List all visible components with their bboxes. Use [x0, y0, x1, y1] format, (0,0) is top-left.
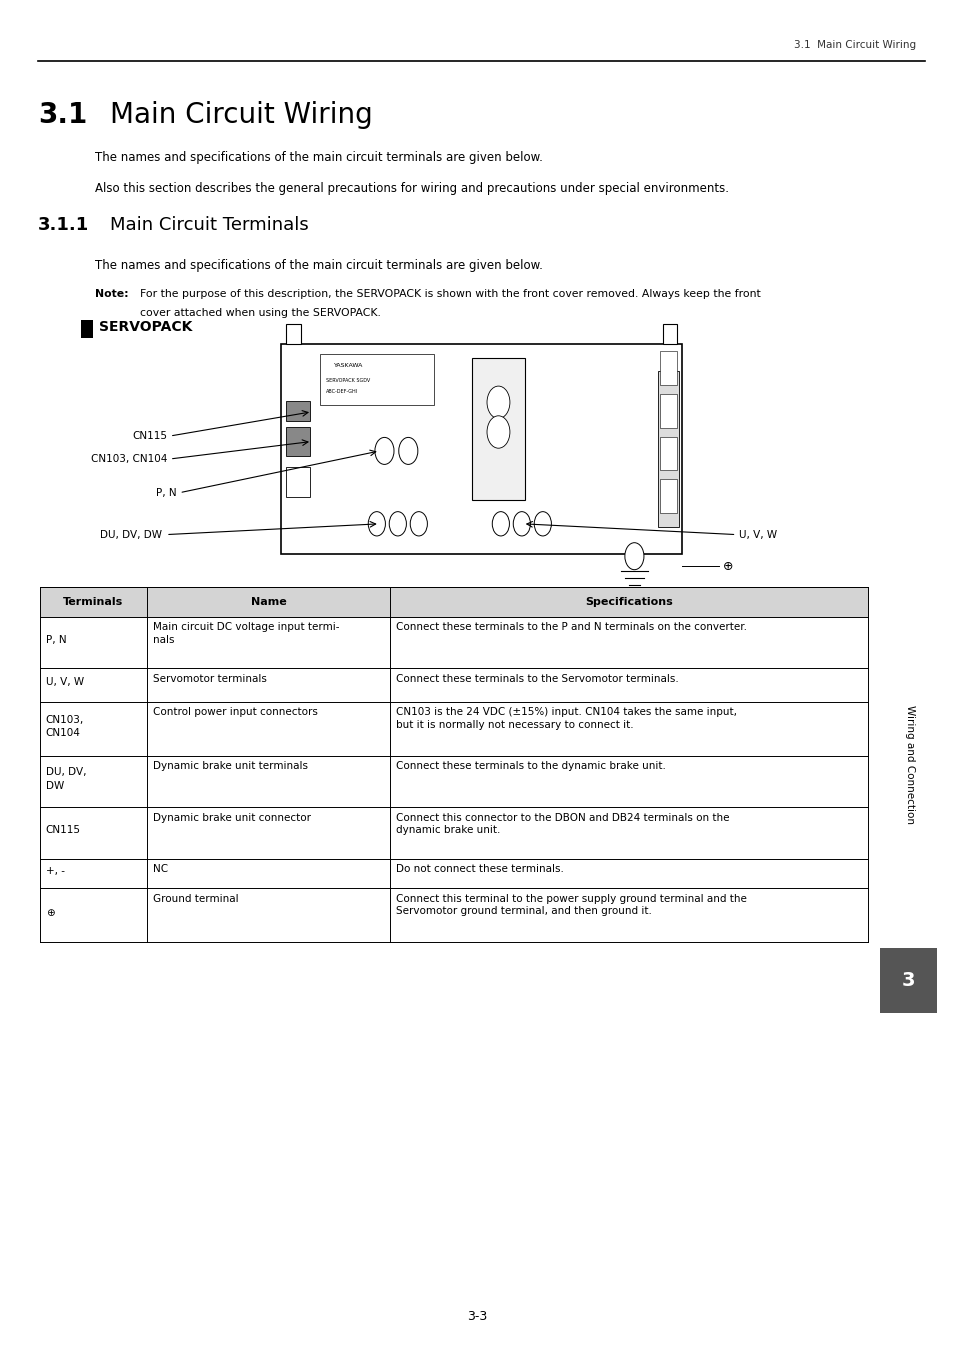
Bar: [286, 467, 310, 497]
Text: Main circuit DC voltage input termi-
nals: Main circuit DC voltage input termi- nal…: [152, 622, 338, 645]
Text: The names and specifications of the main circuit terminals are given below.: The names and specifications of the main…: [95, 151, 542, 165]
Text: ⊕: ⊕: [722, 560, 733, 574]
Text: Dynamic brake unit connector: Dynamic brake unit connector: [152, 813, 311, 822]
Bar: [286, 427, 310, 456]
Text: Name: Name: [251, 597, 286, 608]
Bar: [281, 344, 681, 554]
Text: For the purpose of this description, the SERVOPACK is shown with the front cover: For the purpose of this description, the…: [140, 289, 760, 298]
Text: The names and specifications of the main circuit terminals are given below.: The names and specifications of the main…: [95, 259, 542, 273]
Bar: [659, 394, 677, 428]
Bar: [879, 948, 936, 1012]
Text: CN103, CN104: CN103, CN104: [91, 454, 167, 464]
Text: U, V, W: U, V, W: [739, 529, 777, 540]
Text: Control power input connectors: Control power input connectors: [152, 707, 317, 717]
Circle shape: [624, 543, 643, 570]
Bar: [81, 320, 93, 338]
Circle shape: [486, 386, 510, 418]
Text: SERVOPACK SGDV: SERVOPACK SGDV: [326, 378, 370, 383]
Circle shape: [534, 512, 551, 536]
Circle shape: [410, 512, 427, 536]
Circle shape: [513, 512, 530, 536]
Text: Connect this connector to the DBON and DB24 terminals on the
dynamic brake unit.: Connect this connector to the DBON and D…: [395, 813, 729, 836]
Text: Connect these terminals to the P and N terminals on the converter.: Connect these terminals to the P and N t…: [395, 622, 746, 632]
Bar: [662, 324, 677, 344]
Text: SERVOPACK: SERVOPACK: [99, 320, 193, 333]
Text: P, N: P, N: [46, 634, 67, 645]
Text: Specifications: Specifications: [585, 597, 672, 608]
Circle shape: [368, 512, 385, 536]
Text: P, N: P, N: [155, 487, 176, 498]
Text: +, -: +, -: [46, 865, 65, 876]
Text: Connect these terminals to the Servomotor terminals.: Connect these terminals to the Servomoto…: [395, 674, 678, 683]
Text: Servomotor terminals: Servomotor terminals: [152, 674, 266, 683]
Circle shape: [375, 437, 394, 464]
Text: DU, DV,
DW: DU, DV, DW: [46, 767, 86, 791]
Text: YASKAWA: YASKAWA: [334, 363, 363, 369]
Text: U, V, W: U, V, W: [46, 678, 84, 687]
Text: CN115: CN115: [46, 825, 81, 836]
Bar: [40, 587, 867, 617]
Text: Note:: Note:: [95, 289, 129, 298]
Text: 3.1  Main Circuit Wiring: 3.1 Main Circuit Wiring: [793, 40, 915, 50]
Bar: [659, 436, 677, 470]
Text: DU, DV, DW: DU, DV, DW: [100, 529, 162, 540]
Text: Main Circuit Terminals: Main Circuit Terminals: [110, 216, 308, 234]
Text: CN103,
CN104: CN103, CN104: [46, 714, 84, 738]
Bar: [658, 371, 679, 526]
Text: 3.1: 3.1: [38, 101, 88, 130]
Text: CN115: CN115: [132, 431, 167, 441]
Circle shape: [389, 512, 406, 536]
Text: 3-3: 3-3: [466, 1310, 487, 1323]
Text: Do not connect these terminals.: Do not connect these terminals.: [395, 864, 563, 873]
Text: Connect these terminals to the dynamic brake unit.: Connect these terminals to the dynamic b…: [395, 761, 665, 771]
Bar: [659, 351, 677, 385]
Text: CN103 is the 24 VDC (±15%) input. CN104 takes the same input,
but it is normally: CN103 is the 24 VDC (±15%) input. CN104 …: [395, 707, 736, 730]
Text: Dynamic brake unit terminals: Dynamic brake unit terminals: [152, 761, 307, 771]
Bar: [659, 479, 677, 513]
Text: Main Circuit Wiring: Main Circuit Wiring: [110, 101, 372, 130]
Text: 3.1.1: 3.1.1: [38, 216, 90, 234]
Text: NC: NC: [152, 864, 168, 873]
Text: ABC-DEF-GHI: ABC-DEF-GHI: [326, 389, 358, 394]
Bar: [319, 354, 434, 405]
Text: Terminals: Terminals: [63, 597, 124, 608]
Circle shape: [492, 512, 509, 536]
Bar: [286, 324, 300, 344]
Text: Also this section describes the general precautions for wiring and precautions u: Also this section describes the general …: [95, 182, 729, 196]
Bar: [286, 401, 310, 421]
Circle shape: [486, 416, 510, 448]
Circle shape: [398, 437, 417, 464]
Bar: [472, 358, 524, 500]
Text: Ground terminal: Ground terminal: [152, 894, 238, 903]
Text: cover attached when using the SERVOPACK.: cover attached when using the SERVOPACK.: [140, 308, 380, 317]
Text: Connect this terminal to the power supply ground terminal and the
Servomotor gro: Connect this terminal to the power suppl…: [395, 894, 746, 917]
Text: ⊕: ⊕: [46, 907, 54, 918]
Text: Wiring and Connection: Wiring and Connection: [904, 705, 914, 825]
Text: 3: 3: [901, 971, 914, 990]
